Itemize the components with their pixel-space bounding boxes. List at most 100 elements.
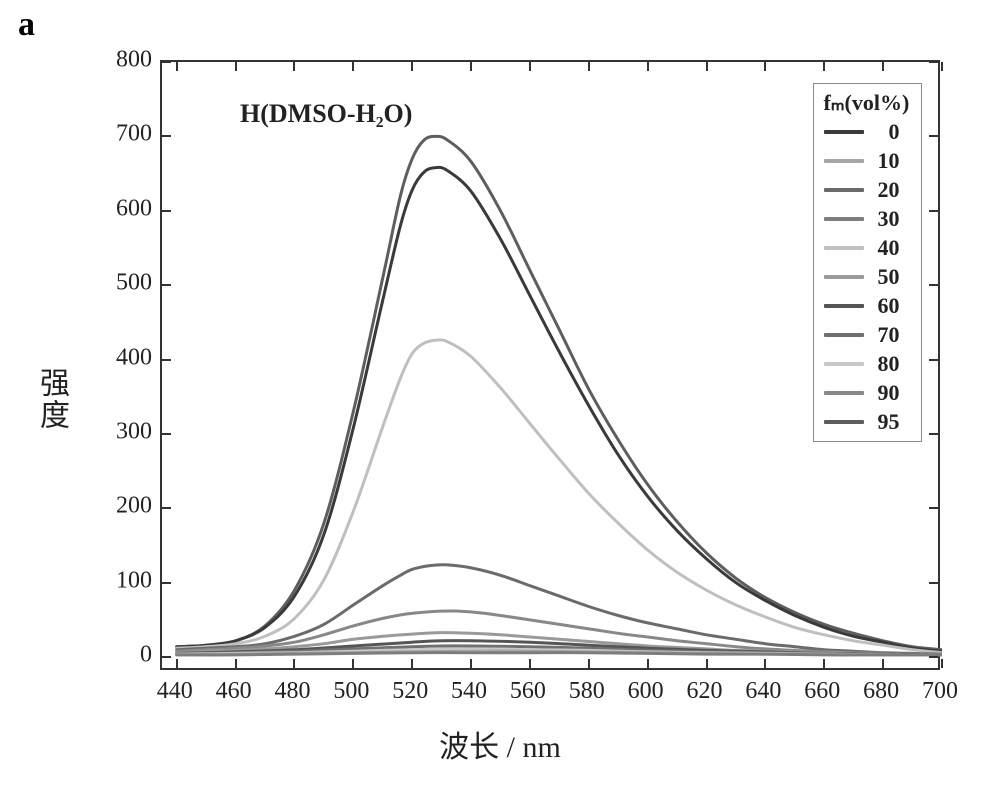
- plot-area: H(DMSO-H₂O) fₘ(vol%) 0 10 20 30 40 50 60 70 80 90…: [160, 60, 940, 670]
- legend-swatch: [824, 304, 864, 308]
- x-tick: [235, 62, 237, 71]
- x-tick: [470, 659, 472, 668]
- x-tick-label: 640: [745, 678, 781, 705]
- legend-label: 20: [872, 177, 900, 203]
- legend-swatch: [824, 159, 864, 163]
- y-tick-label: 300: [92, 418, 152, 445]
- legend-swatch: [824, 420, 864, 424]
- y-tick: [162, 582, 171, 584]
- x-axis-label: 波长 / nm: [439, 722, 561, 766]
- x-tick-label: 480: [274, 678, 310, 705]
- y-tick-label: 0: [92, 642, 152, 669]
- x-tick: [176, 659, 178, 668]
- chart-annotation-title: H(DMSO-H₂O): [240, 99, 412, 129]
- chart-container: 强度 波长 / nm H(DMSO-H₂O) fₘ(vol%) 01020304…: [40, 40, 960, 760]
- legend-label: 50: [872, 264, 900, 290]
- legend-swatch: [824, 362, 864, 366]
- y-tick: [162, 656, 171, 658]
- y-tick: [162, 61, 171, 63]
- x-tick-label: 500: [333, 678, 369, 705]
- x-tick-label: 540: [451, 678, 487, 705]
- y-tick: [162, 433, 171, 435]
- x-tick: [882, 62, 884, 71]
- x-tick: [529, 659, 531, 668]
- legend: fₘ(vol%) 0 10 20 30 40 50 60 70 80 90 95: [813, 83, 923, 442]
- legend-item: 30: [824, 206, 912, 232]
- x-tick-label: 680: [863, 678, 899, 705]
- y-tick: [929, 61, 938, 63]
- x-tick: [352, 659, 354, 668]
- y-tick: [929, 135, 938, 137]
- legend-item: 40: [824, 235, 912, 261]
- x-tick: [588, 659, 590, 668]
- x-tick: [352, 62, 354, 71]
- y-tick: [929, 582, 938, 584]
- y-tick-label: 700: [92, 121, 152, 148]
- x-tick: [647, 659, 649, 668]
- x-tick: [470, 62, 472, 71]
- y-tick-label: 200: [92, 493, 152, 520]
- y-tick-label: 500: [92, 270, 152, 297]
- legend-label: 90: [872, 380, 900, 406]
- legend-swatch: [824, 246, 864, 250]
- x-tick-label: 700: [922, 678, 958, 705]
- y-tick: [929, 359, 938, 361]
- x-tick: [647, 62, 649, 71]
- legend-item: 70: [824, 322, 912, 348]
- x-tick-label: 440: [157, 678, 193, 705]
- legend-label: 10: [872, 148, 900, 174]
- x-tick: [706, 62, 708, 71]
- legend-swatch: [824, 188, 864, 192]
- y-axis-label: 强度: [40, 369, 70, 432]
- legend-swatch: [824, 333, 864, 337]
- x-tick: [529, 62, 531, 71]
- x-tick-label: 660: [804, 678, 840, 705]
- y-tick-label: 400: [92, 344, 152, 371]
- legend-item: 0: [824, 119, 912, 145]
- y-tick: [162, 359, 171, 361]
- legend-label: 30: [872, 206, 900, 232]
- legend-item: 50: [824, 264, 912, 290]
- y-tick-label: 100: [92, 567, 152, 594]
- legend-item: 90: [824, 380, 912, 406]
- legend-swatch: [824, 391, 864, 395]
- y-tick: [929, 210, 938, 212]
- legend-item: 60: [824, 293, 912, 319]
- legend-item: 80: [824, 351, 912, 377]
- legend-label: 0: [872, 119, 900, 145]
- y-tick: [162, 284, 171, 286]
- y-tick: [929, 507, 938, 509]
- x-tick-label: 520: [392, 678, 428, 705]
- legend-item: 95: [824, 409, 912, 435]
- x-tick-label: 460: [216, 678, 252, 705]
- legend-label: 40: [872, 235, 900, 261]
- x-tick: [823, 659, 825, 668]
- x-tick-label: 600: [628, 678, 664, 705]
- x-tick: [941, 659, 943, 668]
- legend-swatch: [824, 217, 864, 221]
- legend-swatch: [824, 130, 864, 134]
- x-tick-label: 580: [569, 678, 605, 705]
- panel-label: a: [18, 6, 35, 44]
- x-tick: [706, 659, 708, 668]
- x-tick: [941, 62, 943, 71]
- x-tick: [411, 62, 413, 71]
- legend-title: fₘ(vol%): [824, 90, 912, 116]
- legend-item: 10: [824, 148, 912, 174]
- legend-swatch: [824, 275, 864, 279]
- y-tick-label: 800: [92, 47, 152, 74]
- y-tick-label: 600: [92, 195, 152, 222]
- x-tick: [293, 62, 295, 71]
- x-tick: [293, 659, 295, 668]
- legend-label: 60: [872, 293, 900, 319]
- x-tick: [823, 62, 825, 71]
- legend-item: 20: [824, 177, 912, 203]
- x-tick: [411, 659, 413, 668]
- y-tick: [162, 135, 171, 137]
- legend-label: 95: [872, 409, 900, 435]
- y-tick: [929, 656, 938, 658]
- x-tick: [882, 659, 884, 668]
- legend-label: 80: [872, 351, 900, 377]
- x-tick: [764, 62, 766, 71]
- legend-label: 70: [872, 322, 900, 348]
